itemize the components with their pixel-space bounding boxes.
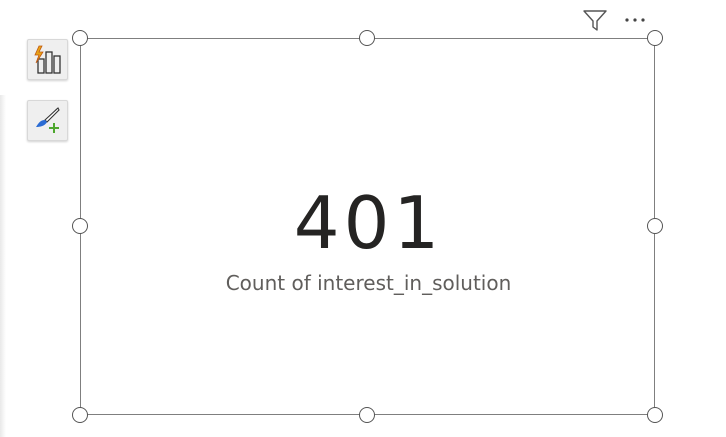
format-visual-icon	[36, 107, 60, 133]
build-visual-icon	[34, 45, 61, 74]
card-visual[interactable]: 401 Count of interest_in_solution	[80, 38, 655, 415]
resize-handle-top-left[interactable]	[72, 30, 88, 46]
card-value: 401	[293, 181, 444, 265]
resize-handle-top-right[interactable]	[647, 30, 663, 46]
more-options-icon	[625, 18, 645, 22]
canvas-left-edge	[0, 95, 6, 437]
resize-handle-bottom-left[interactable]	[72, 407, 88, 423]
resize-handle-middle-left[interactable]	[72, 218, 88, 234]
build-visual-button[interactable]	[27, 39, 68, 80]
resize-handle-bottom-center[interactable]	[359, 407, 375, 423]
resize-handle-bottom-right[interactable]	[647, 407, 663, 423]
filter-button[interactable]	[580, 6, 610, 34]
more-options-button[interactable]	[620, 6, 652, 34]
filter-icon	[583, 10, 607, 31]
resize-handle-middle-right[interactable]	[647, 218, 663, 234]
card-label: Count of interest_in_solution	[225, 271, 512, 295]
format-visual-button[interactable]	[27, 100, 68, 141]
resize-handle-top-center[interactable]	[359, 30, 375, 46]
